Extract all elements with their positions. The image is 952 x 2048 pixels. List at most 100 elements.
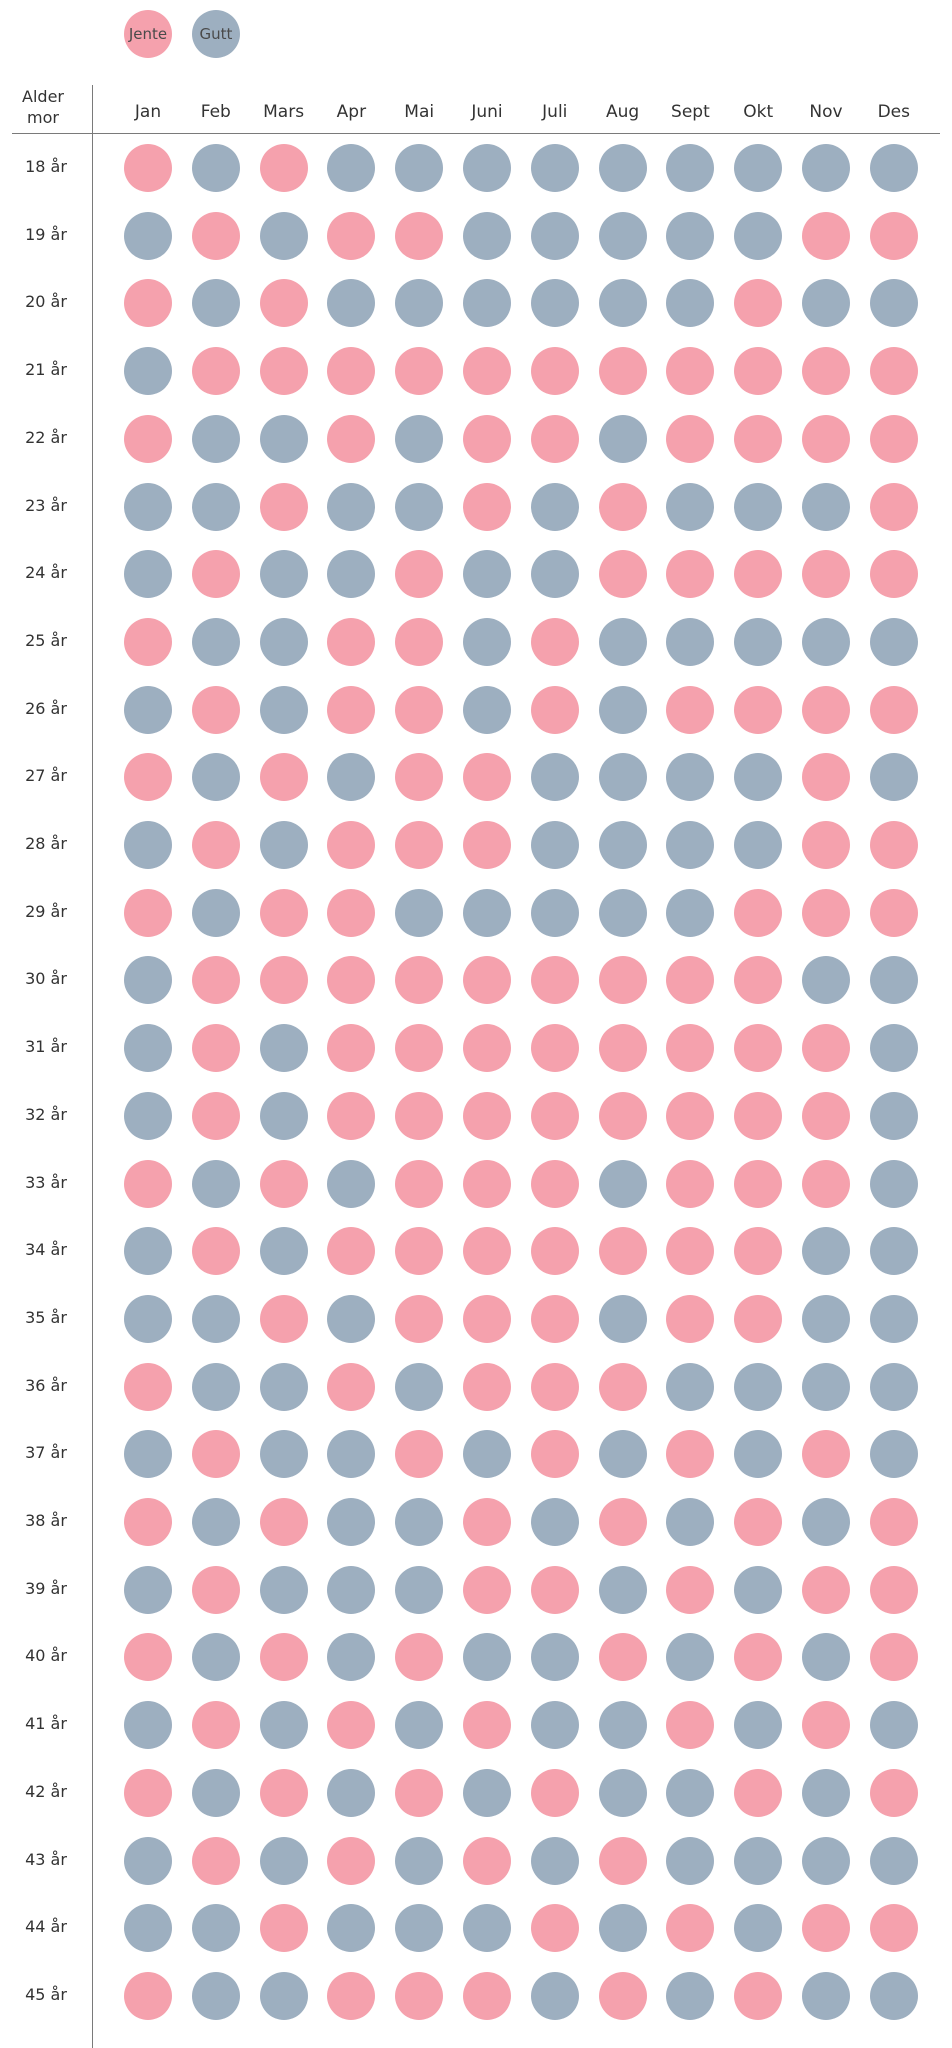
row-label: 34 år xyxy=(25,1240,67,1260)
dot-jente xyxy=(530,1904,579,1953)
row-label: 20 år xyxy=(25,292,67,312)
dot-jente xyxy=(530,1768,579,1817)
dot-gutt xyxy=(124,482,172,531)
dot-jente xyxy=(869,1498,918,1546)
dot-gutt xyxy=(598,211,647,260)
dot-jente xyxy=(463,1836,511,1885)
dot-gutt xyxy=(191,1362,240,1411)
row-label: 33 år xyxy=(25,1172,67,1192)
dot-jente xyxy=(327,685,376,734)
dot-gutt xyxy=(869,1159,918,1208)
dot-gutt xyxy=(598,1565,647,1614)
dot-gutt xyxy=(463,211,511,260)
dot-jente xyxy=(802,414,850,463)
dot-jente xyxy=(734,1091,783,1140)
dot-jente xyxy=(869,821,918,869)
column-header-juni: Juni xyxy=(471,102,503,122)
dot-gutt xyxy=(327,144,376,192)
dot-gutt xyxy=(259,1091,308,1140)
dot-jente xyxy=(124,753,172,802)
dot-gutt xyxy=(259,617,308,666)
dot-gutt xyxy=(734,1565,783,1614)
dot-jente xyxy=(327,414,376,463)
dot-jente xyxy=(802,1904,850,1953)
dot-gutt xyxy=(666,1498,715,1546)
dot-jente xyxy=(463,482,511,531)
dot-jente xyxy=(463,821,511,869)
dot-jente xyxy=(530,1430,579,1479)
dot-jente xyxy=(666,1091,715,1140)
dot-jente xyxy=(395,1024,444,1073)
dot-gutt xyxy=(327,1904,376,1953)
dot-gutt xyxy=(666,1633,715,1682)
dot-jente xyxy=(666,1227,715,1276)
dot-jente xyxy=(259,888,308,937)
column-header-apr: Apr xyxy=(336,102,367,122)
dot-jente xyxy=(124,279,172,328)
row-label: 24 år xyxy=(25,563,67,583)
row-label: 27 år xyxy=(25,766,67,786)
dot-jente xyxy=(259,1159,308,1208)
row-label: 43 år xyxy=(25,1849,67,1869)
dot-jente xyxy=(530,1362,579,1411)
dot-jente xyxy=(734,888,783,937)
dot-jente xyxy=(395,753,444,802)
dot-jente xyxy=(734,1227,783,1276)
dot-gutt xyxy=(530,1971,579,2020)
dot-gutt xyxy=(191,1498,240,1546)
dot-gutt xyxy=(463,685,511,734)
dot-gutt xyxy=(869,1362,918,1411)
row-label: 38 år xyxy=(25,1511,67,1530)
dot-gutt xyxy=(666,211,715,260)
column-header-feb: Feb xyxy=(200,102,231,122)
dot-gutt xyxy=(124,1024,172,1073)
dot-jente xyxy=(395,550,444,599)
row-header-line: Alder xyxy=(22,87,64,106)
row-label: 32 år xyxy=(25,1104,67,1124)
dot-jente xyxy=(124,1159,172,1208)
dot-gutt xyxy=(327,279,376,328)
dot-gutt xyxy=(463,144,511,192)
dot-jente xyxy=(259,1633,308,1682)
dot-gutt xyxy=(802,1227,850,1276)
dot-jente xyxy=(598,1836,647,1885)
dot-gutt xyxy=(666,1362,715,1411)
dot-gutt xyxy=(124,1294,172,1343)
dot-jente xyxy=(666,1024,715,1073)
dot-gutt xyxy=(191,1768,240,1817)
dot-jente xyxy=(395,1430,444,1479)
row-label: 18 år xyxy=(25,157,67,176)
row-label: 19 år xyxy=(25,224,67,244)
dot-gutt xyxy=(869,1294,918,1343)
dot-jente xyxy=(395,1091,444,1140)
dot-jente xyxy=(191,550,240,599)
dot-jente xyxy=(124,617,172,666)
dot-gutt xyxy=(598,617,647,666)
dot-gutt xyxy=(395,144,444,192)
dot-gutt xyxy=(463,550,511,599)
dot-jente xyxy=(666,414,715,463)
dot-jente xyxy=(734,1294,783,1343)
dot-gutt xyxy=(869,1024,918,1073)
dot-gutt xyxy=(395,1362,444,1411)
dot-jente xyxy=(802,1024,850,1073)
dot-gutt xyxy=(395,1701,444,1750)
row-label: 39 år xyxy=(25,1578,67,1598)
dot-jente xyxy=(666,1430,715,1479)
dot-jente xyxy=(802,888,850,937)
dot-gutt xyxy=(734,617,783,666)
dot-jente xyxy=(463,1091,511,1140)
dot-gutt xyxy=(869,1971,918,2020)
dot-gutt xyxy=(734,211,783,260)
dot-jente xyxy=(598,482,647,531)
dot-gutt xyxy=(598,144,647,192)
dot-gutt xyxy=(191,1159,240,1208)
dot-jente xyxy=(802,1159,850,1208)
dot-jente xyxy=(124,1498,172,1546)
column-header-nov: Nov xyxy=(809,102,843,122)
dot-jente xyxy=(327,617,376,666)
dot-gutt xyxy=(802,144,850,192)
dot-jente xyxy=(327,888,376,937)
dot-gutt xyxy=(598,279,647,328)
dot-gutt xyxy=(802,1768,850,1817)
